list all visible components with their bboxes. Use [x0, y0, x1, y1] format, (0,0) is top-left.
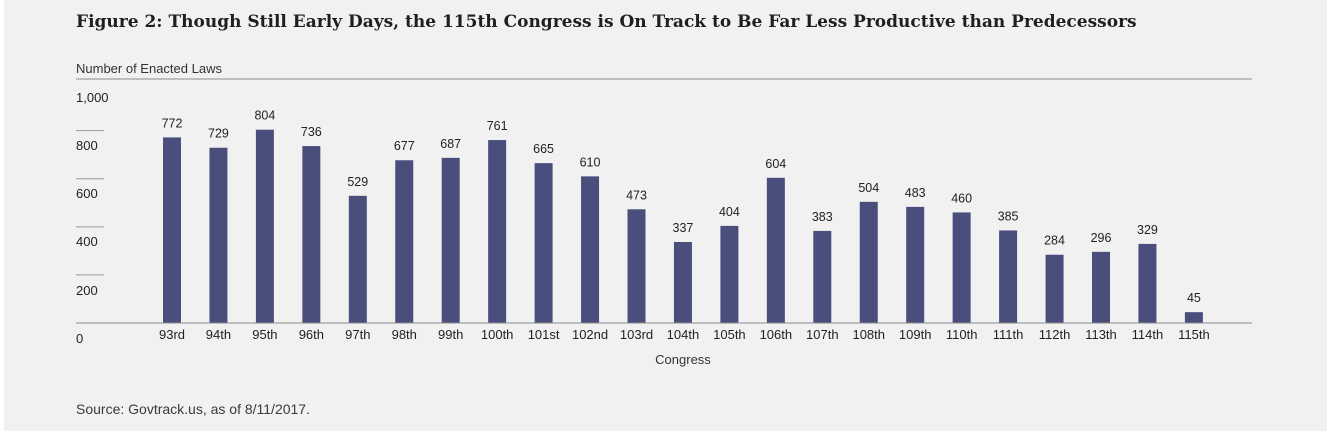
bar-value-label: 483 — [905, 186, 926, 200]
y-axis: 0 200 400 600 800 1,000 — [76, 90, 109, 346]
x-tick-label: 99th — [438, 327, 463, 342]
bar-value-label: 610 — [580, 155, 601, 169]
bar — [209, 147, 228, 323]
x-tick-label: 93rd — [159, 327, 185, 342]
bar-value-label: 736 — [301, 125, 322, 139]
bar-value-label: 404 — [719, 205, 740, 219]
bars-group: 772 93rd 729 94th 804 95th 736 96th 529 97th 677 98… — [159, 109, 1210, 342]
x-tick-label: 98th — [392, 327, 417, 342]
bar-value-label: 473 — [626, 188, 647, 202]
bar-value-label: 383 — [812, 210, 833, 224]
x-tick-label: 107th — [806, 327, 839, 342]
bar — [163, 137, 181, 323]
x-tick-label: 101st — [528, 327, 560, 342]
x-tick-label: 96th — [299, 327, 324, 342]
bar-value-label: 337 — [673, 221, 694, 235]
y-tick-label: 1,000 — [76, 90, 109, 105]
chart-title: Figure 2: Though Still Early Days, the 1… — [76, 12, 1137, 32]
bar — [952, 212, 971, 323]
bar-value-label: 45 — [1187, 291, 1201, 305]
y-tick-label: 400 — [76, 234, 98, 249]
bar-value-label: 460 — [951, 191, 972, 205]
x-tick-label: 113th — [1085, 327, 1117, 342]
bar-value-label: 329 — [1137, 223, 1158, 237]
bar — [720, 225, 739, 323]
bar-value-label: 284 — [1044, 234, 1065, 248]
x-tick-label: 97th — [345, 327, 370, 342]
x-tick-label: 114th — [1132, 327, 1164, 342]
bar — [1184, 312, 1203, 323]
bar-value-label: 296 — [1091, 231, 1112, 245]
y-axis-label: Number of Enacted Laws — [76, 61, 222, 76]
x-tick-label: 108th — [852, 327, 885, 342]
y-tick-label: 600 — [76, 186, 98, 201]
bar-value-label: 804 — [254, 109, 275, 123]
bar — [1045, 254, 1064, 323]
x-tick-label: 110th — [946, 327, 978, 342]
x-tick-label: 109th — [899, 327, 932, 342]
bar — [534, 163, 553, 323]
bar-value-label: 772 — [162, 116, 183, 130]
y-tick-label: 200 — [76, 283, 98, 298]
bar — [1138, 243, 1157, 323]
bar — [673, 241, 692, 323]
bar-value-label: 529 — [347, 175, 368, 189]
x-tick-label: 104th — [667, 327, 700, 342]
bar-value-label: 729 — [208, 127, 229, 141]
x-tick-label: 111th — [993, 327, 1024, 342]
x-tick-label: 105th — [713, 327, 746, 342]
x-tick-label: 94th — [206, 327, 231, 342]
bar — [999, 230, 1018, 323]
bar-value-label: 504 — [858, 181, 879, 195]
bar-value-label: 385 — [998, 209, 1019, 223]
bar-value-label: 677 — [394, 139, 415, 153]
x-tick-label: 115th — [1178, 327, 1210, 342]
x-tick-label: 100th — [481, 327, 514, 342]
bar — [813, 230, 832, 323]
x-axis-title: Congress — [655, 352, 711, 367]
bar — [766, 177, 785, 323]
x-tick-label: 103rd — [620, 327, 653, 342]
bar — [441, 157, 460, 323]
bar — [627, 209, 646, 323]
bar — [395, 160, 414, 323]
bar-value-label: 604 — [765, 157, 786, 171]
y-tick-label: 800 — [76, 138, 98, 153]
x-tick-label: 106th — [760, 327, 793, 342]
bar-value-label: 761 — [487, 119, 508, 133]
bar-value-label: 665 — [533, 142, 554, 156]
bar — [488, 140, 507, 323]
bar — [348, 195, 367, 323]
bar — [302, 146, 321, 323]
bar — [255, 129, 274, 323]
x-tick-label: 112th — [1039, 327, 1071, 342]
bar — [859, 201, 878, 323]
bar — [906, 206, 925, 323]
source-note: Source: Govtrack.us, as of 8/11/2017. — [76, 401, 310, 417]
x-tick-label: 102nd — [572, 327, 608, 342]
bar-value-label: 687 — [440, 137, 461, 151]
bar — [1092, 251, 1110, 323]
y-tick-label: 0 — [76, 331, 83, 346]
x-tick-label: 95th — [252, 327, 277, 342]
bar — [581, 176, 600, 323]
